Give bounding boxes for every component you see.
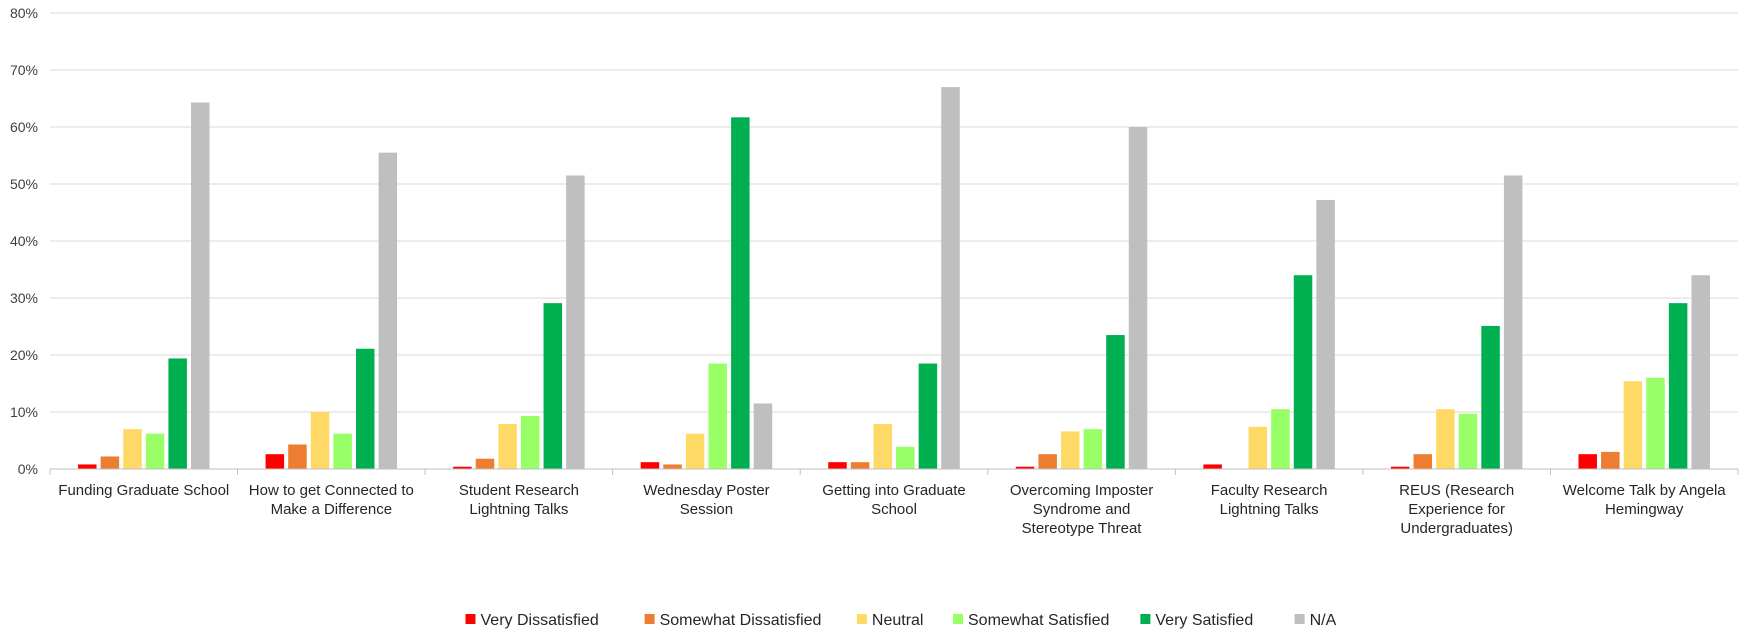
legend-swatch (953, 614, 963, 624)
bar-very-satisfied (1293, 275, 1313, 469)
category-labels: Funding Graduate School How to get Connec… (58, 482, 1726, 537)
legend: Very Dissatisfied Somewhat Dissatisfied Ne… (465, 612, 1337, 629)
legend-item: Somewhat Dissatisfied (644, 612, 822, 629)
x-axis (49, 468, 1739, 475)
bar-somewhat-satisfied (333, 433, 352, 469)
legend-item: Somewhat Satisfied (953, 612, 1109, 629)
bar-somewhat-dissatisfied (850, 462, 870, 469)
y-tick-label: 20% (10, 347, 38, 363)
bar-neutral (685, 433, 705, 469)
legend-item: N/A (1294, 612, 1337, 629)
category-label: Wednesday Poster Session (643, 482, 769, 518)
legend-swatch (856, 614, 867, 624)
bar-neutral (310, 412, 330, 469)
legend-item: Very Dissatisfied (465, 612, 599, 629)
bar-somewhat-satisfied (520, 415, 540, 469)
bar-somewhat-dissatisfied (663, 464, 682, 469)
legend-label: Neutral (872, 612, 924, 629)
bar-very-satisfied (355, 348, 375, 469)
bar-very-satisfied (1481, 325, 1500, 469)
y-tick-label: 40% (10, 233, 38, 249)
y-tick-label: 0% (18, 461, 38, 477)
gridlines (50, 12, 1738, 413)
bar-very-dissatisfied (78, 464, 97, 469)
bar-very-satisfied (168, 358, 187, 469)
bar-n-a (753, 403, 773, 469)
category-label: How to get Connected to Make a Difference (249, 482, 414, 518)
bar-n-a (378, 152, 398, 469)
y-tick-label: 80% (10, 5, 38, 21)
bar-somewhat-satisfied (1083, 429, 1103, 469)
bar-very-satisfied (543, 303, 563, 469)
bars (78, 87, 1710, 470)
bar-neutral (1436, 409, 1455, 469)
bar-very-dissatisfied (1203, 464, 1222, 469)
category-label: Funding Graduate School (58, 482, 229, 499)
bar-somewhat-satisfied (1271, 409, 1290, 469)
bar-neutral (123, 429, 142, 469)
bar-n-a (1316, 199, 1335, 469)
category-label: REUS (Research Experience for Undergraduat… (1399, 482, 1514, 537)
bar-very-satisfied (1668, 303, 1688, 469)
legend-label: Somewhat Satisfied (968, 612, 1109, 629)
y-tick-label: 70% (10, 62, 38, 78)
y-tick-label: 50% (10, 176, 38, 192)
y-tick-label: 30% (10, 290, 38, 306)
legend-swatch (1140, 614, 1151, 624)
legend-swatch (644, 614, 655, 624)
bar-very-dissatisfied (1390, 466, 1410, 469)
bar-somewhat-satisfied (1646, 377, 1665, 469)
bar-somewhat-dissatisfied (100, 456, 120, 469)
bar-very-dissatisfied (1015, 466, 1035, 469)
bar-neutral (1248, 426, 1268, 469)
legend-item: Neutral (856, 612, 924, 629)
y-axis-tick-labels: 0% 10% 20% 30% 40% 50% 60% 70% 80% (10, 5, 38, 477)
bar-somewhat-satisfied (708, 363, 727, 469)
bar-n-a (1503, 175, 1523, 469)
legend-label: Very Dissatisfied (481, 612, 599, 629)
bar-somewhat-satisfied (896, 446, 915, 469)
bar-n-a (1691, 275, 1710, 469)
bar-somewhat-dissatisfied (1413, 454, 1433, 469)
legend-label: N/A (1310, 612, 1337, 629)
legend-label: Somewhat Dissatisfied (660, 612, 822, 629)
bar-neutral (1061, 431, 1080, 469)
bar-very-satisfied (731, 117, 750, 469)
bar-very-dissatisfied (828, 462, 847, 469)
bar-neutral (873, 423, 892, 469)
bar-very-dissatisfied (640, 462, 660, 469)
bar-neutral (1623, 381, 1643, 469)
legend-label: Very Satisfied (1155, 612, 1253, 629)
bar-very-satisfied (1106, 335, 1125, 469)
category-label: Overcoming Imposter Syndrome and Stereotyp… (1010, 482, 1153, 537)
bar-somewhat-dissatisfied (475, 458, 495, 469)
category-label: Welcome Talk by Angela Hemingway (1563, 482, 1727, 518)
bar-somewhat-dissatisfied (1601, 451, 1620, 469)
category-label: Student Research Lightning Talks (459, 482, 579, 518)
bar-n-a (566, 175, 585, 469)
bar-neutral (498, 423, 517, 469)
bar-somewhat-dissatisfied (288, 444, 307, 469)
y-tick-label: 60% (10, 119, 38, 135)
category-label: Faculty Research Lightning Talks (1211, 482, 1328, 518)
y-tick-label: 10% (10, 404, 38, 420)
legend-item: Very Satisfied (1140, 612, 1253, 629)
bar-somewhat-satisfied (145, 433, 165, 469)
bar-very-satisfied (918, 363, 938, 469)
bar-somewhat-dissatisfied (1038, 454, 1057, 469)
category-label: Getting into Graduate School (822, 482, 965, 518)
bar-n-a (1128, 127, 1148, 469)
bar-very-dissatisfied (453, 466, 472, 469)
bar-n-a (191, 102, 210, 470)
bar-very-dissatisfied (1578, 454, 1597, 469)
bar-very-dissatisfied (265, 454, 285, 469)
legend-swatch (465, 614, 476, 624)
bar-n-a (941, 87, 960, 469)
legend-swatch (1294, 614, 1305, 624)
bar-somewhat-satisfied (1458, 413, 1478, 469)
